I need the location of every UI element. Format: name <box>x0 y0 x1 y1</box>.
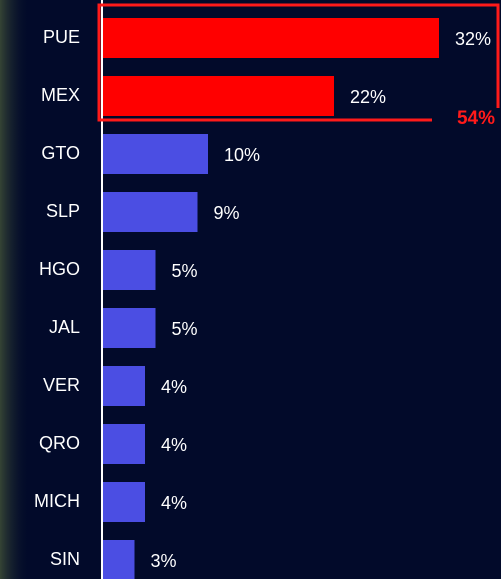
bar <box>103 76 334 116</box>
value-label: 22% <box>350 87 386 107</box>
bar <box>103 18 439 58</box>
page: {"chart_data": {"type": "bar", "orientat… <box>0 0 501 579</box>
value-label: 5% <box>172 319 198 339</box>
category-label: MICH <box>34 491 80 511</box>
value-label: 9% <box>214 203 240 223</box>
annotation-label: 54% <box>457 108 495 129</box>
map-edge <box>0 0 30 579</box>
value-label: 4% <box>161 377 187 397</box>
value-label: 32% <box>455 29 491 49</box>
category-label: SIN <box>50 549 80 569</box>
bar <box>103 308 156 348</box>
value-label: 4% <box>161 493 187 513</box>
bar <box>103 540 135 579</box>
bar <box>103 482 145 522</box>
bar <box>103 424 145 464</box>
bar <box>103 366 145 406</box>
category-label: QRO <box>39 433 80 453</box>
category-label: VER <box>43 375 80 395</box>
bar <box>103 134 208 174</box>
chart: PUE 32% MEX 22% GTO 10% SLP 9% HGO 5% JAL 5% VER 4% QR… <box>0 0 501 579</box>
category-label: JAL <box>49 317 80 337</box>
category-label: SLP <box>46 201 80 221</box>
bar <box>103 192 198 232</box>
value-label: 4% <box>161 435 187 455</box>
category-label: HGO <box>39 259 80 279</box>
value-label: 3% <box>151 551 177 571</box>
bar <box>103 250 156 290</box>
category-label: MEX <box>41 85 80 105</box>
category-label: GTO <box>41 143 80 163</box>
category-label: PUE <box>43 27 80 47</box>
value-label: 10% <box>224 145 260 165</box>
value-label: 5% <box>172 261 198 281</box>
